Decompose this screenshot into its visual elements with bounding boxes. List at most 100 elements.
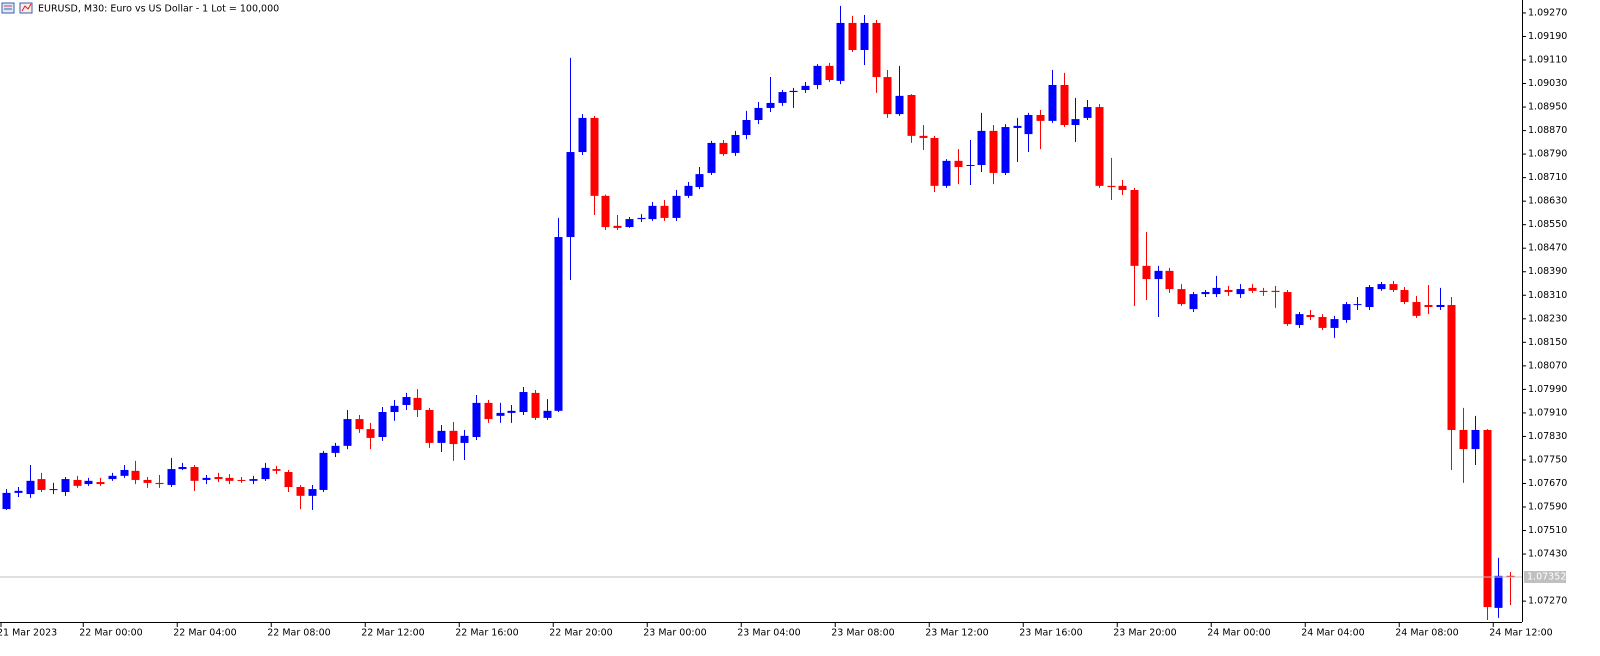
candle-body [460,435,469,443]
candle-body [731,134,740,153]
candle-body [1353,304,1362,306]
y-tick-label: 1.08470 [1528,243,1567,254]
candle-body [1095,107,1104,186]
current-price-box [1524,571,1566,584]
candle-body [1436,304,1445,308]
candle-body [155,482,164,485]
candle-body [272,469,281,471]
x-tick-label: 22 Mar 20:00 [549,628,612,639]
x-tick-label: 22 Mar 00:00 [79,628,142,639]
candle-body [1471,429,1480,450]
candle-body [167,469,176,485]
x-tick-label: 23 Mar 08:00 [831,628,894,639]
y-tick-label: 1.07510 [1528,525,1567,536]
candle-body [225,477,234,481]
candle-body [343,419,352,446]
x-tick-label: 24 Mar 08:00 [1395,628,1458,639]
x-tick-label: 24 Mar 04:00 [1301,628,1364,639]
candle-body [1412,302,1421,316]
icon-chart-line [21,3,32,12]
y-tick-label: 1.08630 [1528,196,1567,207]
candle-body [695,174,704,188]
candle-body [989,130,998,173]
candle-body [49,489,58,491]
candle-body [437,430,446,443]
candle-body [1271,290,1280,293]
candle-body [1494,575,1503,608]
candle-body [848,22,857,50]
candle-body [1130,189,1139,266]
candle-body [1506,575,1515,578]
candle-body [120,469,129,476]
candle-body [178,467,187,470]
candle-body [1483,429,1492,608]
x-tick-label: 23 Mar 12:00 [925,628,988,639]
candle-body [355,419,364,430]
candle-body [2,492,11,510]
y-tick-label: 1.09030 [1528,78,1567,89]
candle-body [1283,292,1292,325]
candle-body [1424,304,1433,308]
candle-body [766,102,775,108]
candle-body [660,205,669,218]
candle-body [966,164,975,166]
candle-body [977,130,986,165]
candle-body [860,22,869,50]
candle-body [531,392,540,418]
y-tick-label: 1.08150 [1528,337,1567,348]
candle-body [1024,114,1033,135]
candle-body [825,65,834,80]
candle-body [554,237,563,411]
x-tick-label: 23 Mar 04:00 [737,628,800,639]
candle-body [919,135,928,138]
y-tick-label: 1.07830 [1528,431,1567,442]
candle-body [1118,185,1127,190]
candle-body [1201,292,1210,295]
candle-body [214,477,223,480]
candle-body [872,22,881,78]
y-tick-label: 1.07590 [1528,502,1567,513]
candle-body [484,402,493,420]
candle-body [637,217,646,220]
candle-body [1342,304,1351,320]
candle-body [378,412,387,438]
y-tick-label: 1.08550 [1528,219,1567,230]
candle-body [1107,185,1116,188]
candle-body [1083,107,1092,118]
candle-body [1447,304,1456,430]
candle-body [836,22,845,81]
candle-body [296,487,305,496]
icon-list [1,2,15,14]
candle-body [813,65,822,85]
candle-body [84,480,93,485]
symbol-icons [1,2,33,14]
candle-body [190,467,199,481]
candle-body [742,119,751,135]
x-tick-label: 22 Mar 12:00 [361,628,424,639]
candle-body [202,477,211,480]
candle-body [26,480,35,495]
x-tick-label: 21 Mar 2023 [0,628,57,639]
candle-body [930,137,939,186]
candle-body [719,142,728,155]
y-tick-label: 1.07670 [1528,478,1567,489]
candle-body [1036,114,1045,121]
candle-body [1330,319,1339,328]
candle-body [37,479,46,490]
y-tick-label: 1.07990 [1528,384,1567,395]
candle-body [108,475,117,480]
candle-body [895,95,904,115]
x-tick-label: 24 Mar 00:00 [1207,628,1270,639]
x-tick-label: 23 Mar 20:00 [1113,628,1176,639]
candle-body [801,85,810,90]
candle-body [1306,314,1315,318]
candle-body [449,430,458,445]
x-tick-label: 23 Mar 00:00 [643,628,706,639]
candle-body [425,409,434,443]
y-tick-label: 1.08070 [1528,360,1567,371]
candle-body [249,479,258,481]
candle-body [1048,84,1057,121]
candle-body [366,429,375,438]
candle-body [1377,284,1386,290]
